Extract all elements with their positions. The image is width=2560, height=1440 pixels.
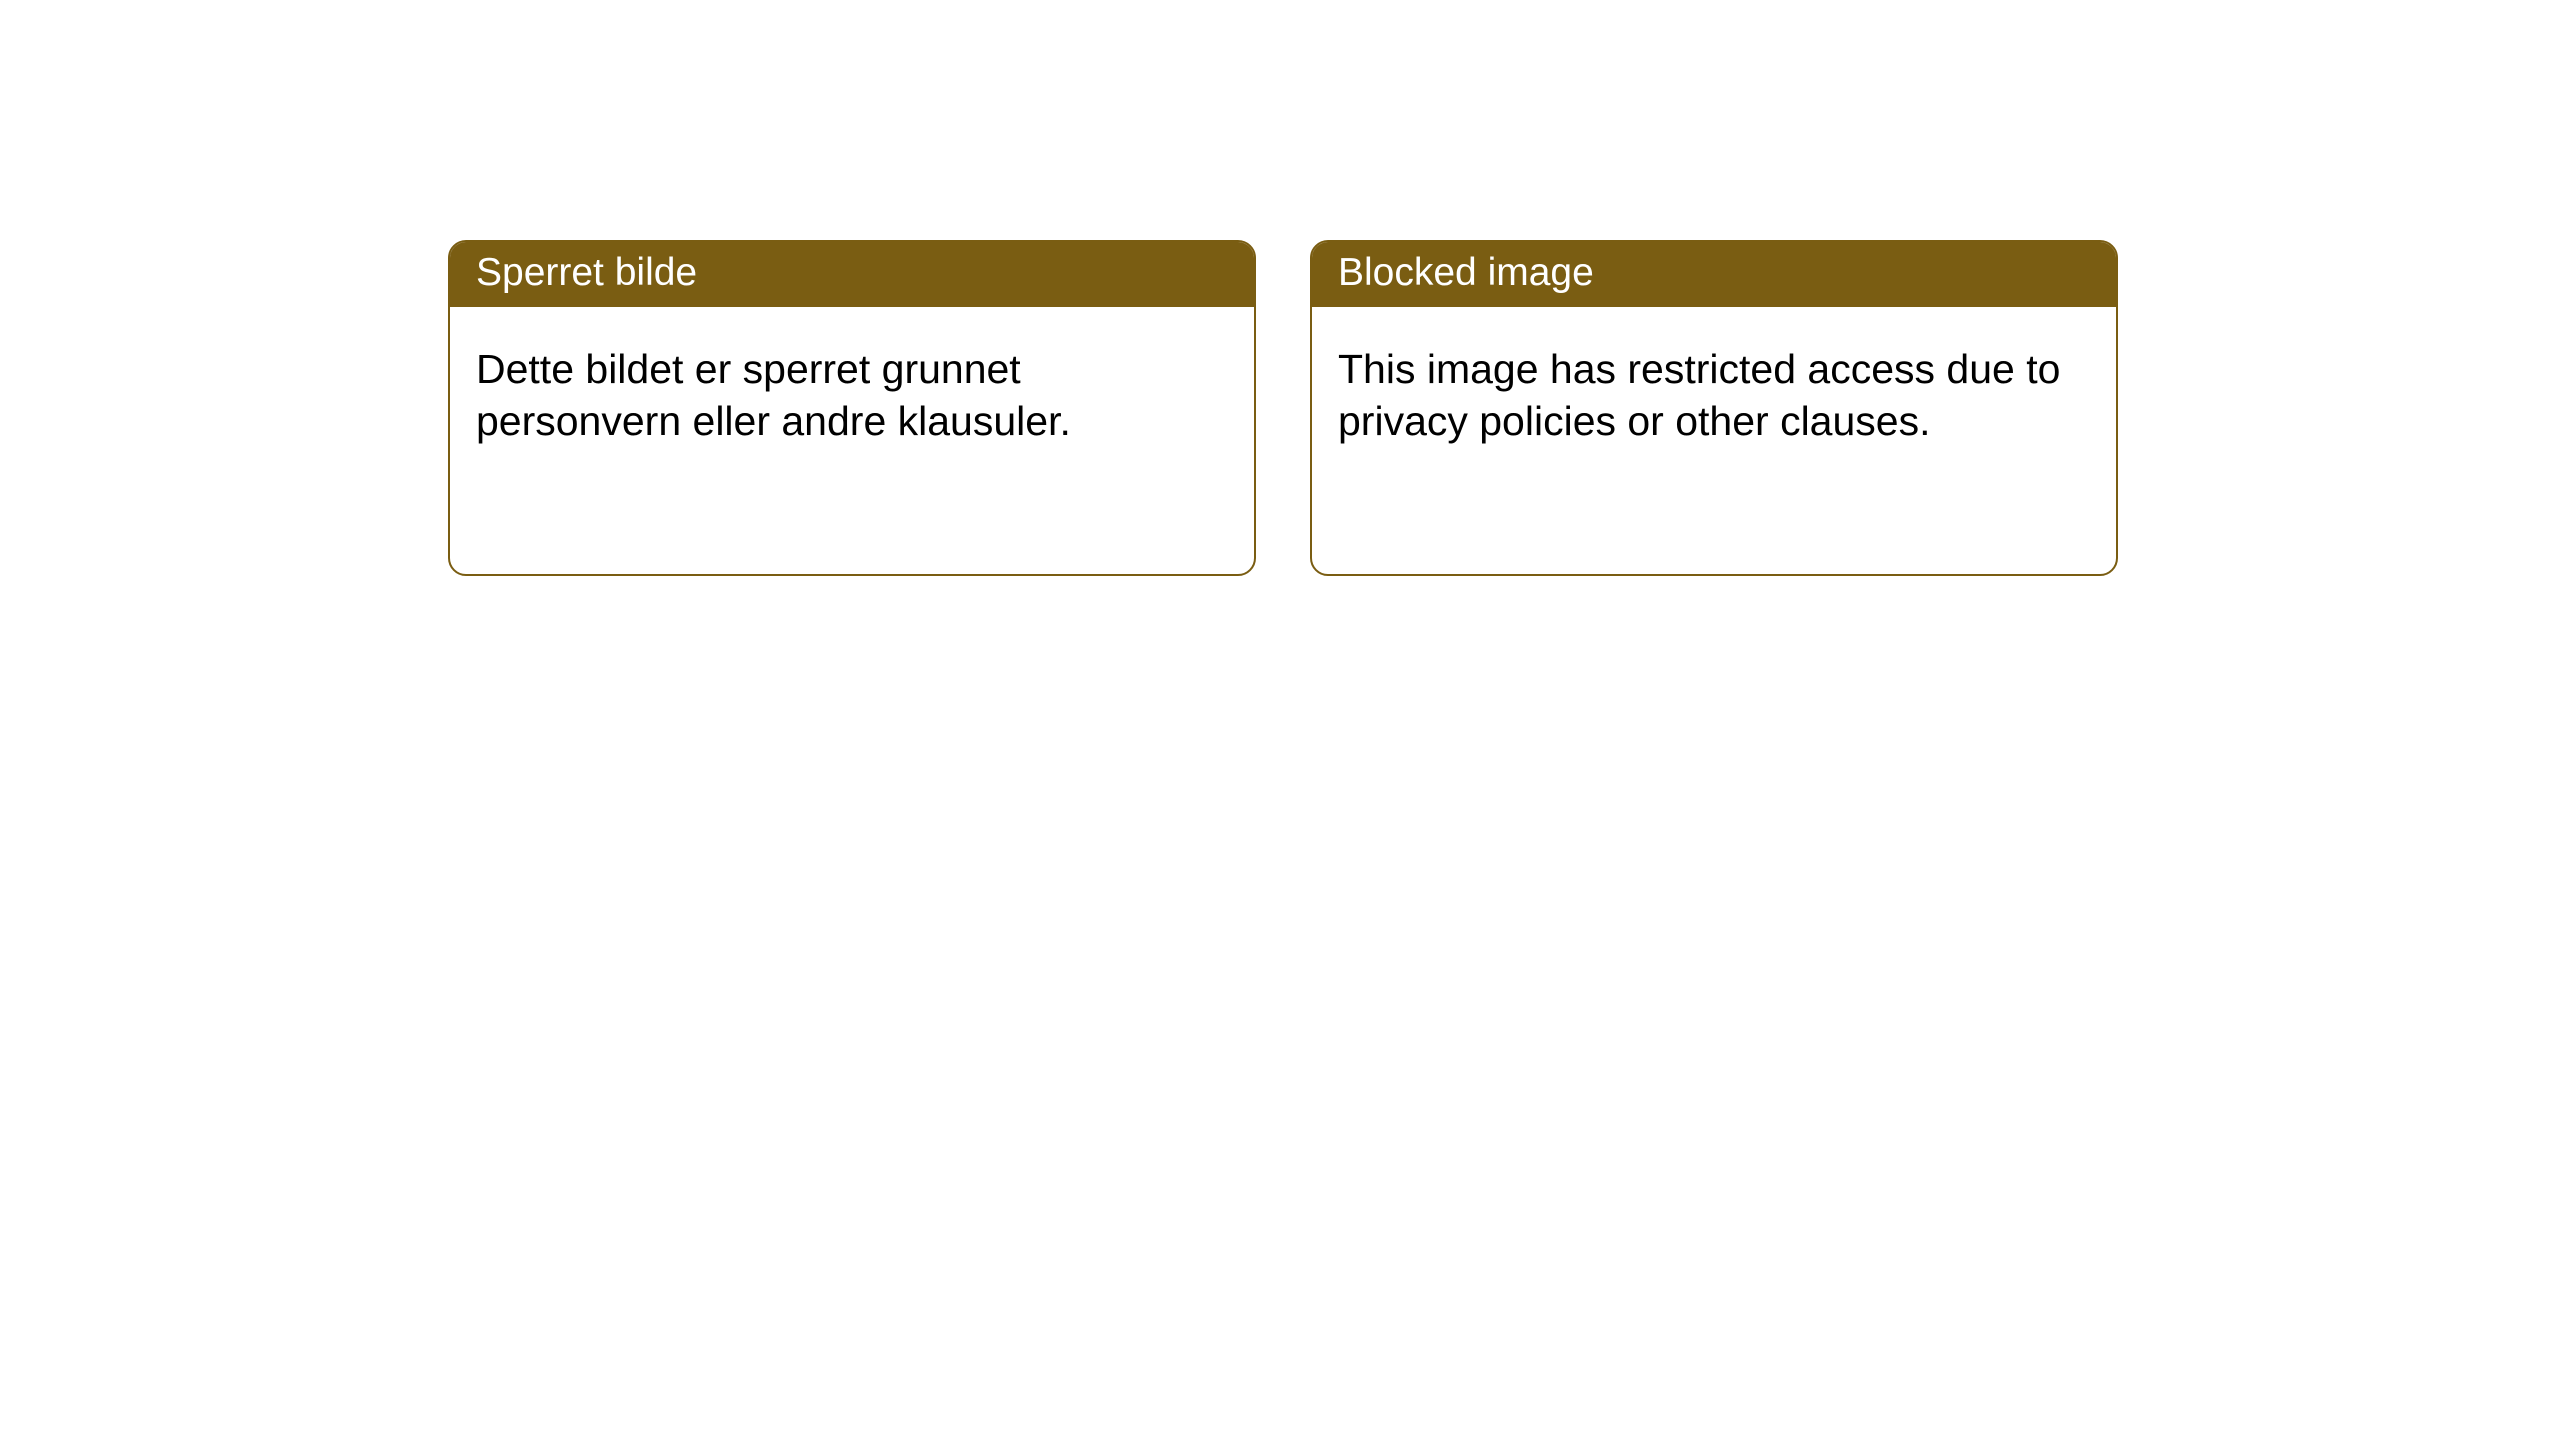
card-body-text: Dette bildet er sperret grunnet personve… <box>450 307 1254 474</box>
blocked-image-card-norwegian: Sperret bilde Dette bildet er sperret gr… <box>448 240 1256 576</box>
blocked-image-card-english: Blocked image This image has restricted … <box>1310 240 2118 576</box>
card-header-title: Blocked image <box>1312 242 2116 307</box>
card-body-text: This image has restricted access due to … <box>1312 307 2116 474</box>
card-header-title: Sperret bilde <box>450 242 1254 307</box>
notice-cards-container: Sperret bilde Dette bildet er sperret gr… <box>0 0 2560 576</box>
